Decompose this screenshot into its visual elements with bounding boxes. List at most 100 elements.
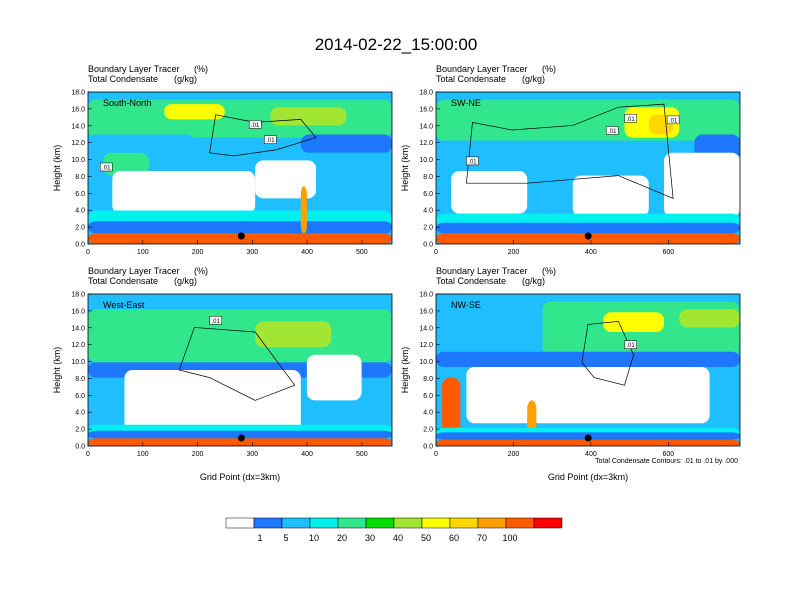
subtitle-tracer: Boundary Layer Tracer	[436, 266, 528, 276]
y-tick-label: 6.0	[423, 393, 433, 400]
y-tick-label: 6.0	[75, 393, 85, 400]
y-tick-label: 2.0	[423, 225, 433, 232]
x-axis-label: Grid Point (dx=3km)	[548, 472, 628, 482]
contour-label: .01	[626, 343, 635, 349]
contour-label-box	[666, 115, 680, 125]
x-axis-label: Grid Point (dx=3km)	[200, 472, 280, 482]
y-tick-label: 8.0	[75, 376, 85, 383]
contour-label-box	[624, 114, 637, 123]
y-tick-label: 12.0	[419, 342, 433, 349]
colorbar-swatch	[505, 517, 535, 529]
colorbar-label: 30	[365, 533, 375, 543]
shaded-field	[88, 294, 392, 446]
field-blob	[436, 301, 543, 355]
subtitle-tracer-units: (%)	[194, 64, 208, 74]
y-tick-label: 18.0	[419, 292, 433, 299]
y-tick-label: 16.0	[71, 308, 85, 315]
y-tick-label: 10.0	[71, 359, 85, 366]
y-tick-label: 18.0	[419, 90, 433, 97]
y-tick-label: 0.0	[423, 242, 433, 249]
field-blob	[436, 439, 740, 446]
colorbar-label: 60	[449, 533, 459, 543]
field-blob	[436, 351, 740, 367]
contour-label-box	[248, 120, 262, 129]
colorbar-swatch	[365, 517, 395, 529]
location-marker	[237, 232, 245, 240]
contour-label: .01	[626, 117, 635, 123]
colorbar-swatch	[337, 517, 367, 529]
y-tick-label: 14.0	[419, 325, 433, 332]
y-tick-label: 10.0	[419, 359, 433, 366]
x-tick-label: 300	[246, 451, 258, 458]
panel-label: NW-SE	[451, 300, 481, 310]
location-marker	[584, 434, 592, 442]
colorbar: 1 5 10 20 30 40 50 60 70 100	[225, 517, 563, 543]
figure-title: 2014-02-22_15:00:00	[315, 35, 478, 54]
contour-label-box	[209, 316, 222, 325]
x-tick-label: 200	[192, 249, 204, 256]
panel-label: SW-NE	[451, 98, 481, 108]
subtitle-tracer: Boundary Layer Tracer	[88, 64, 180, 74]
y-tick-label: 8.0	[423, 376, 433, 383]
y-axis-label: Height (km)	[52, 347, 62, 394]
y-tick-label: 10.0	[419, 157, 433, 164]
subtitle-condensate-units: (g/kg)	[174, 276, 197, 286]
y-tick-label: 12.0	[71, 342, 85, 349]
y-tick-label: 0.0	[423, 444, 433, 451]
condensate-contour	[466, 103, 674, 199]
y-tick-label: 18.0	[71, 292, 85, 299]
plot-frame	[435, 91, 741, 245]
y-axis-label: Height (km)	[52, 145, 62, 192]
field-blob	[436, 99, 740, 141]
subtitle-condensate-units: (g/kg)	[174, 74, 197, 84]
contour-label-box	[606, 126, 619, 135]
x-tick-label: 600	[663, 249, 675, 256]
x-tick-label: 500	[356, 451, 368, 458]
y-tick-label: 10.0	[71, 157, 85, 164]
y-tick-label: 0.0	[75, 444, 85, 451]
plot-frame	[87, 293, 393, 447]
y-tick-label: 8.0	[75, 174, 85, 181]
colorbar-label: 40	[393, 533, 403, 543]
field-blob	[603, 312, 664, 332]
x-tick-label: 200	[508, 249, 520, 256]
panel-label: West-East	[103, 300, 145, 310]
contour-label-box	[466, 156, 479, 166]
colorbar-swatch	[421, 517, 451, 529]
x-tick-label: 400	[585, 451, 597, 458]
colorbar-swatch	[393, 517, 423, 529]
contour-label-box	[264, 135, 277, 144]
field-blob	[306, 354, 362, 401]
x-tick-label: 300	[246, 249, 258, 256]
y-tick-label: 0.0	[75, 242, 85, 249]
y-axis-label: Height (km)	[400, 145, 410, 192]
condensate-contour	[209, 114, 317, 157]
panel-0: .01 .01 .01 South-North Boundary Layer Trace…	[52, 64, 393, 256]
field-blob	[270, 107, 347, 126]
field-blob	[164, 104, 225, 120]
y-tick-label: 16.0	[419, 308, 433, 315]
colorbar-label: 1	[257, 533, 262, 543]
shaded-field	[436, 92, 740, 244]
x-tick-label: 0	[86, 249, 90, 256]
field-blob	[124, 370, 301, 431]
y-tick-label: 12.0	[419, 140, 433, 147]
colorbar-label: 20	[337, 533, 347, 543]
shaded-field	[436, 294, 740, 446]
subtitle-condensate: Total Condensate	[88, 276, 158, 286]
y-tick-label: 2.0	[75, 225, 85, 232]
condensate-contour	[178, 327, 296, 401]
panel-1: .01 .01 .01 .01 SW-NE Boundary Layer Tracer (%…	[400, 64, 741, 256]
plot-frame	[87, 91, 393, 245]
colorbar-label: 5	[283, 533, 288, 543]
contour-label: .01	[102, 166, 111, 172]
x-tick-label: 100	[137, 451, 149, 458]
y-tick-label: 2.0	[423, 427, 433, 434]
shaded-field	[88, 92, 392, 244]
subtitle-condensate-units: (g/kg)	[522, 74, 545, 84]
y-tick-label: 6.0	[423, 191, 433, 198]
colorbar-swatch	[533, 517, 563, 529]
y-tick-label: 14.0	[71, 325, 85, 332]
field-blob	[451, 171, 528, 214]
